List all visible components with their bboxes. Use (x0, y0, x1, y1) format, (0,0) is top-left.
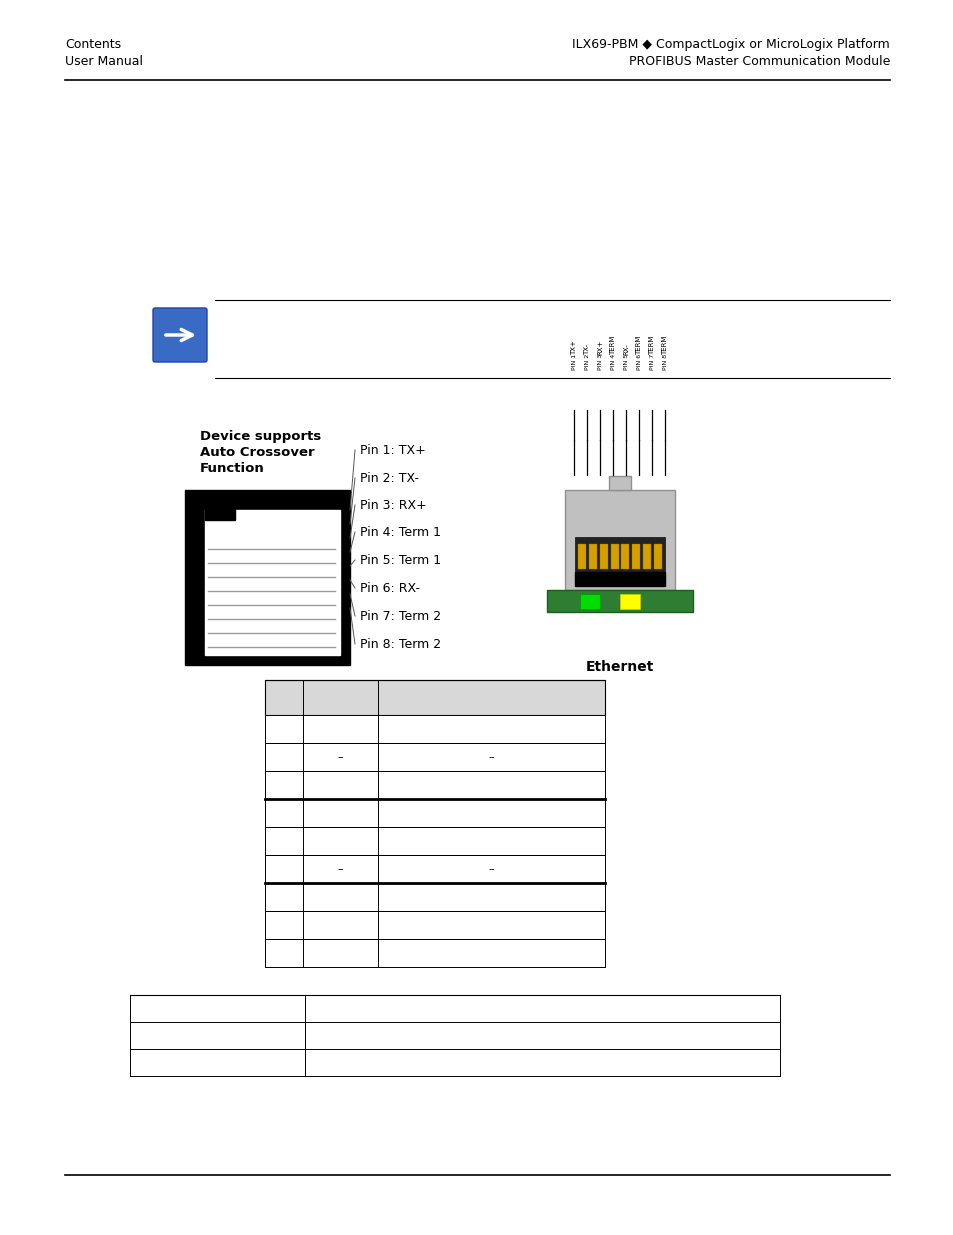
Text: Pin 7: Term 2: Pin 7: Term 2 (359, 610, 440, 622)
Text: –: – (488, 752, 494, 762)
Text: PIN 3: PIN 3 (598, 353, 602, 370)
Text: Pin 6: RX-: Pin 6: RX- (359, 582, 419, 594)
Text: PROFIBUS Master Communication Module: PROFIBUS Master Communication Module (628, 56, 889, 68)
Bar (564, 490, 675, 590)
Bar (579, 594, 599, 609)
Text: TERM: TERM (661, 336, 668, 354)
Bar (632, 543, 639, 569)
Bar (599, 543, 607, 569)
Text: Pin 5: Term 1: Pin 5: Term 1 (359, 553, 440, 567)
Text: ILX69-PBM ◆ CompactLogix or MicroLogix Platform: ILX69-PBM ◆ CompactLogix or MicroLogix P… (572, 38, 889, 51)
Text: TERM: TERM (610, 336, 616, 354)
Text: PIN 7: PIN 7 (649, 353, 655, 370)
Bar (610, 543, 618, 569)
Text: Pin 4: Term 1: Pin 4: Term 1 (359, 526, 440, 538)
Bar (578, 543, 585, 569)
Text: PIN 2: PIN 2 (584, 353, 589, 370)
Text: TERM: TERM (636, 336, 641, 354)
FancyBboxPatch shape (152, 308, 207, 362)
Text: Pin 2: TX-: Pin 2: TX- (359, 472, 418, 484)
Text: –: – (337, 864, 343, 874)
Bar (205, 510, 339, 655)
Text: Contents: Contents (65, 38, 121, 51)
Bar (265, 939, 604, 967)
Bar (620, 543, 629, 569)
Text: PIN 1: PIN 1 (572, 354, 577, 370)
Text: Pin 1: TX+: Pin 1: TX+ (359, 443, 425, 457)
Bar (575, 572, 664, 585)
Bar (265, 799, 604, 827)
Text: TERM: TERM (649, 336, 655, 354)
Bar (265, 771, 604, 799)
Bar (619, 594, 639, 609)
Text: TX+: TX+ (571, 340, 577, 354)
Bar (265, 883, 604, 911)
Text: PIN 4: PIN 4 (610, 353, 616, 370)
Bar (130, 1049, 780, 1076)
Text: PIN 5: PIN 5 (623, 354, 628, 370)
Bar (265, 743, 604, 771)
Bar (205, 500, 234, 520)
Bar (265, 911, 604, 939)
Text: Pin 8: Term 2: Pin 8: Term 2 (359, 637, 440, 651)
Bar (265, 680, 604, 715)
Bar (265, 855, 604, 883)
Bar (654, 543, 661, 569)
Text: RX+: RX+ (597, 340, 603, 354)
Bar (185, 490, 350, 664)
Text: Pin 3: RX+: Pin 3: RX+ (359, 499, 426, 511)
Bar (608, 475, 630, 490)
Bar (130, 995, 780, 1023)
Bar (265, 715, 604, 743)
Text: PIN 8: PIN 8 (662, 354, 667, 370)
Bar (265, 827, 604, 855)
Bar (588, 543, 597, 569)
Text: TX-: TX- (584, 343, 590, 354)
Text: –: – (337, 752, 343, 762)
Bar (575, 537, 664, 572)
Text: RX-: RX- (623, 343, 629, 354)
Text: Ethernet: Ethernet (585, 659, 654, 674)
Text: Auto Crossover: Auto Crossover (200, 446, 314, 459)
Text: User Manual: User Manual (65, 56, 143, 68)
Bar (642, 543, 651, 569)
Text: PIN 6: PIN 6 (637, 354, 641, 370)
Bar (546, 590, 692, 613)
Text: –: – (488, 864, 494, 874)
Bar (130, 1023, 780, 1049)
Text: Function: Function (200, 462, 265, 475)
Text: Device supports: Device supports (200, 430, 321, 443)
